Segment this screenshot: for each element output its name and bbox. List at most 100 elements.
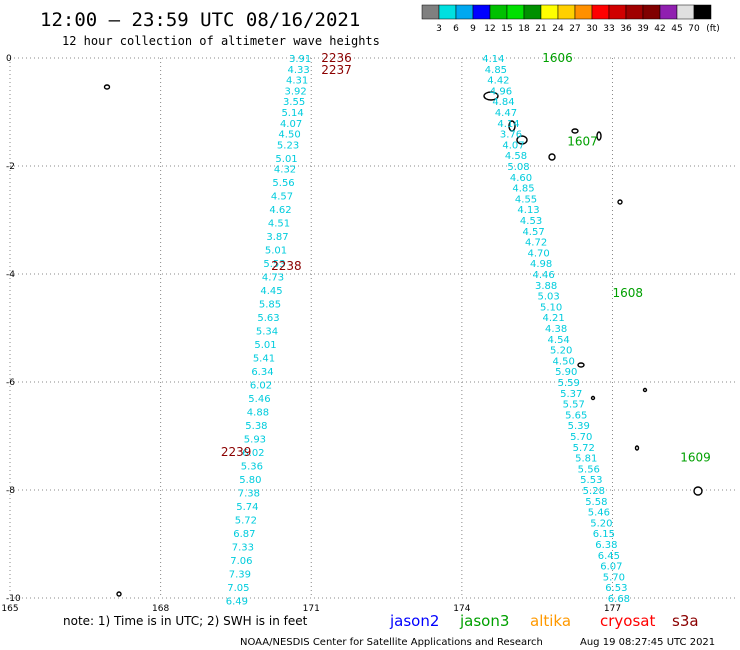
colorbar-tick-label: 9 (470, 24, 476, 34)
colorbar-swatch (557, 4, 576, 20)
wave-height-value: 3.91 (289, 54, 311, 65)
wave-height-value: 5.36 (241, 462, 263, 473)
wave-height-value: 6.38 (595, 540, 617, 551)
wave-height-value: 5.56 (272, 178, 294, 189)
footer: note: 1) Time is in UTC; 2) SWH is in fe… (63, 612, 715, 648)
colorbar-tick-label: 15 (501, 24, 512, 34)
wave-height-value: 4.53 (520, 216, 542, 227)
wave-height-value: 4.38 (545, 324, 567, 335)
wave-height-value: 5.85 (259, 300, 281, 311)
pass-time-label: 2238 (271, 259, 302, 273)
colorbar-unit: (ft) (706, 24, 720, 34)
wave-height-value: 7.38 (238, 489, 260, 500)
y-tick-label: -2 (6, 162, 15, 172)
wave-height-value: 5.65 (565, 410, 587, 421)
chart-title: 12:00 — 23:59 UTC 08/16/2021 (40, 9, 360, 31)
colorbar-swatch (472, 4, 491, 20)
wave-height-value: 6.02 (242, 448, 264, 459)
x-tick-label: 165 (1, 604, 18, 614)
wave-height-value: 4.96 (490, 86, 512, 97)
wave-height-value: 5.72 (573, 443, 595, 454)
wave-height-value: 4.14 (497, 119, 519, 130)
satellite-legend: jason2 jason3 altika cryosat s3a (389, 612, 699, 630)
wave-height-value: 6.02 (250, 381, 272, 392)
colorbar-swatch (659, 4, 678, 20)
wave-height-value: 4.46 (532, 270, 554, 281)
colorbar-tick-label: 24 (552, 24, 564, 34)
colorbar-swatch (608, 4, 627, 20)
wave-height-value: 5.59 (558, 378, 580, 389)
y-tick-label: 0 (6, 54, 12, 64)
wave-height-value: 5.46 (588, 508, 610, 519)
x-tick-label: 174 (453, 604, 470, 614)
islands (103, 84, 703, 597)
wave-height-value: 5.14 (281, 108, 303, 119)
grid (9, 57, 738, 599)
wave-height-value: 5.39 (568, 421, 590, 432)
island-shape (590, 395, 596, 401)
wave-height-value: 6.15 (593, 529, 615, 540)
wave-height-value: 6.49 (226, 597, 248, 608)
island-shape (571, 128, 579, 134)
colorbar-tick-label: 12 (484, 24, 495, 34)
wave-height-value: 5.34 (256, 327, 278, 338)
wave-height-value: 3.55 (283, 97, 305, 108)
pass-time-label: 2239 (221, 445, 252, 459)
pass-time-label: 2237 (321, 63, 352, 77)
colorbar-tick-label: 33 (603, 24, 614, 34)
colorbar-swatch (421, 4, 440, 20)
wave-height-value: 5.56 (578, 464, 600, 475)
colorbar-swatch (523, 4, 542, 20)
wave-height-value: 4.57 (271, 192, 293, 203)
wave-height-value: 5.70 (570, 432, 592, 443)
wave-height-value: 5.41 (253, 354, 275, 365)
wave-height-value: 5.20 (590, 518, 612, 529)
wave-height-value: 4.13 (517, 205, 539, 216)
colorbar-tick-label: 18 (518, 24, 530, 34)
colorbar-swatch (574, 4, 593, 20)
island-shape (483, 91, 499, 101)
wave-height-value: 5.10 (540, 302, 562, 313)
colorbar-tick-label: 45 (671, 24, 682, 34)
wave-height-value: 6.34 (251, 367, 273, 378)
wave-height-value: 3.87 (266, 232, 288, 243)
colorbar-tick-label: 42 (654, 24, 665, 34)
wave-height-value: 4.62 (269, 205, 291, 216)
island-shape (516, 135, 528, 145)
footer-credit: NOAA/NESDIS Center for Satellite Applica… (240, 637, 543, 648)
wave-height-value: 5.03 (537, 292, 559, 303)
wave-height-value: 4.60 (510, 173, 532, 184)
wave-height-value: 5.28 (583, 486, 605, 497)
wave-height-value: 4.47 (495, 108, 517, 119)
wave-height-value: 5.01 (275, 154, 297, 165)
colorbar-tick-label: 6 (453, 24, 459, 34)
colorbar-swatch (506, 4, 525, 20)
island-shape (508, 120, 516, 132)
colorbar: 3 6 9 12 15 18 21 24 27 30 33 36 39 42 45 70 (ft) (421, 4, 720, 34)
wave-height-value: 5.57 (563, 400, 585, 411)
wave-height-value: 5.20 (550, 346, 572, 357)
footer-note: note: 1) Time is in UTC; 2) SWH is in fe… (63, 614, 308, 628)
colorbar-tick-label: 36 (620, 24, 632, 34)
wave-height-value: 5.23 (277, 140, 299, 151)
island-shape (577, 362, 585, 368)
wave-height-value: 7.05 (227, 583, 249, 594)
wave-height-value: 5.74 (236, 502, 258, 513)
pass-time-label: 1606 (542, 51, 573, 65)
wave-height-value: 5.08 (507, 162, 529, 173)
wave-height-value: 6.53 (605, 583, 627, 594)
wave-height-value: 5.38 (245, 421, 267, 432)
wave-height-value: 4.07 (280, 119, 302, 130)
wave-height-value: 6.68 (608, 594, 630, 605)
wave-height-value: 5.58 (585, 497, 607, 508)
pass-time-label: 2236 (321, 51, 352, 65)
x-tick-label: 171 (303, 604, 320, 614)
wave-height-value: 7.06 (230, 556, 252, 567)
chart-subtitle: 12 hour collection of altimeter wave hei… (62, 34, 380, 48)
wave-height-value: 4.51 (268, 219, 290, 230)
wave-height-value: 4.85 (485, 65, 507, 76)
wave-height-value: 5.72 (235, 516, 257, 527)
wave-height-value: 4.21 (543, 313, 565, 324)
colorbar-tick-label: 30 (586, 24, 598, 34)
